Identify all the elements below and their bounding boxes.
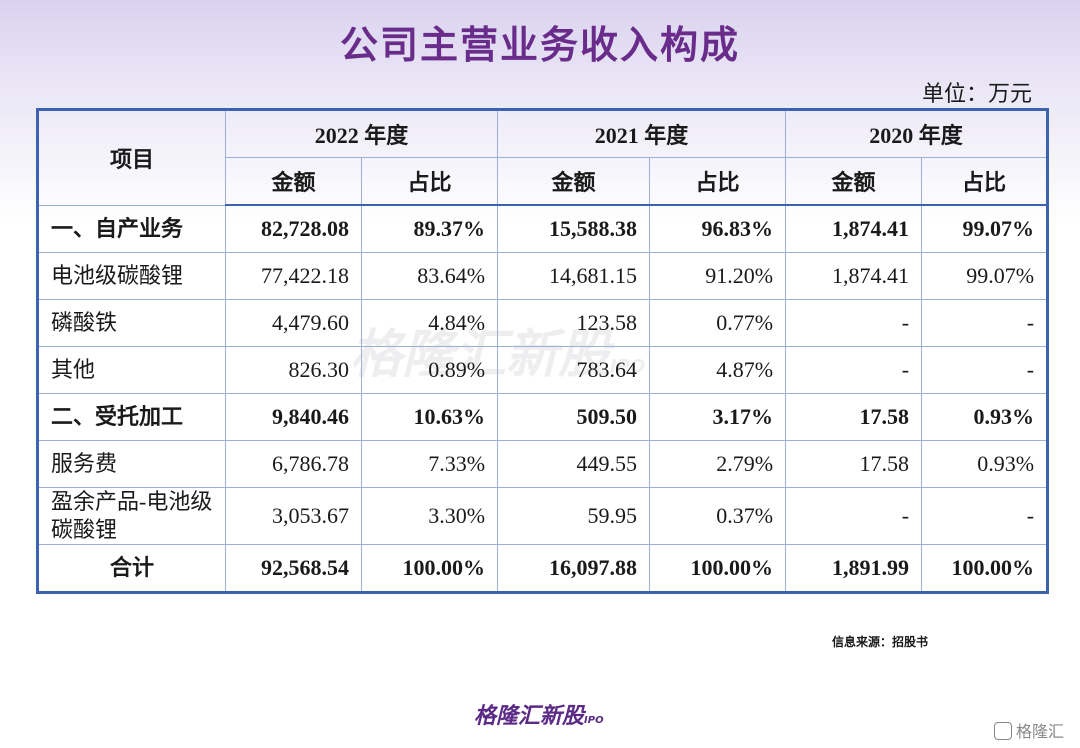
cell: - [785,299,923,347]
cell: 96.83% [649,204,787,253]
brand-name: 格隆汇新股 [474,704,585,729]
subheader: 占比 [360,157,499,206]
cell: 509.50 [497,393,651,441]
cell: 6,786.78 [225,440,362,488]
cell: 0.93% [921,440,1049,488]
revenue-table: 项目 2022 年度 2021 年度 2020 年度 金额 占比 金额 占比 金额 占比 一、自产… [36,108,1050,594]
subheader-row: 金额 占比 金额 占比 金额 占比 [38,157,1049,206]
cell: 826.30 [225,346,362,394]
row-label: 其他 [37,346,226,394]
year-header: 2022 年度 [224,109,499,158]
table-row: 盈余产品-电池级碳酸锂 3,053.67 3.30% 59.95 0.37% - - [37,487,1049,545]
cell: 15,588.38 [497,204,651,253]
table-head: 项目 2022 年度 2021 年度 2020 年度 金额 占比 金额 占比 金额 占比 [37,109,1049,206]
table-body: 一、自产业务 82,728.08 89.37% 15,588.38 96.83% 1,87… [37,204,1049,593]
cell: 91.20% [649,252,787,300]
cell: 3.17% [649,393,787,441]
cell: - [921,346,1049,394]
cell: - [785,487,923,545]
row-label: 电池级碳酸锂 [37,252,226,300]
table-row: 电池级碳酸锂 77,422.18 83.64% 14,681.15 91.20% 1,87… [37,252,1049,300]
cell: - [785,346,923,394]
cell: 89.37% [360,204,499,253]
cell: 99.07% [921,204,1049,253]
cell: 99.07% [921,252,1049,300]
subheader: 金额 [497,157,651,206]
cell: 3,053.67 [225,487,362,545]
year-header: 2020 年度 [785,109,1049,158]
row-label: 服务费 [37,440,226,488]
cell: 2.79% [649,440,787,488]
row-label: 合计 [37,544,226,593]
cell: 14,681.15 [497,252,651,300]
corner-icon [993,722,1012,740]
table-row: 磷酸铁 4,479.60 4.84% 123.58 0.77% - - [37,299,1049,347]
cell: 82,728.08 [225,204,362,253]
corner-text: 格隆汇 [1015,722,1064,741]
row-label: 二、受托加工 [37,393,226,441]
header-row: 项目 2022 年度 2021 年度 2020 年度 [37,109,1049,206]
corner-logo: 格隆汇 [993,718,1064,742]
subheader: 金额 [225,157,362,206]
title: 公司主营业务收入构成 [339,23,740,67]
row-label: 磷酸铁 [37,299,226,347]
cell: 7.33% [360,440,499,488]
cell: 3.30% [360,487,499,545]
cell: 4,479.60 [225,299,362,347]
cell: 10.63% [360,393,499,441]
cell: 77,422.18 [225,252,362,300]
cell: 0.89% [360,346,499,394]
subheader: 占比 [921,157,1049,206]
cell: 100.00% [360,544,499,593]
cell: 16,097.88 [497,544,651,593]
cell: 100.00% [921,544,1049,593]
unit: 单位：万元 [921,81,1032,106]
cell: 17.58 [785,440,923,488]
subheader: 占比 [649,157,787,206]
brand-tag: IPO [584,715,604,726]
cell: 0.37% [649,487,787,545]
subheader: 金额 [785,157,923,206]
table-row: 服务费 6,786.78 7.33% 449.55 2.79% 17.58 0.93% [37,440,1049,488]
table-row: 其他 826.30 0.89% 783.64 4.87% - - [37,346,1049,394]
cell: 0.77% [649,299,787,347]
item-header: 项目 [37,109,226,206]
table-row: 一、自产业务 82,728.08 89.37% 15,588.38 96.83% 1,87… [37,204,1049,253]
row-label: 盈余产品-电池级碳酸锂 [37,487,226,545]
cell: - [921,299,1049,347]
cell: 1,891.99 [785,544,923,593]
cell: 1,874.41 [785,204,923,253]
brand: 格隆汇新股IPO [474,698,604,730]
cell: 0.93% [921,393,1049,441]
source: 信息来源：招股书 [832,635,929,649]
cell: 92,568.54 [225,544,362,593]
cell: 9,840.46 [225,393,362,441]
row-label: 一、自产业务 [37,204,226,253]
table-row: 二、受托加工 9,840.46 10.63% 509.50 3.17% 17.58 0.93… [37,393,1049,441]
cell: 4.84% [360,299,499,347]
cell: 83.64% [360,252,499,300]
cell: 1,874.41 [785,252,923,300]
cell: 123.58 [497,299,651,347]
cell: 100.00% [649,544,787,593]
year-header: 2021 年度 [497,109,787,158]
table-row: 合计 92,568.54 100.00% 16,097.88 100.00% 1,891.… [37,544,1049,593]
cell: 4.87% [649,346,787,394]
cell: - [921,487,1049,545]
cell: 17.58 [785,393,923,441]
cell: 783.64 [497,346,651,394]
cell: 449.55 [497,440,651,488]
cell: 59.95 [497,487,651,545]
